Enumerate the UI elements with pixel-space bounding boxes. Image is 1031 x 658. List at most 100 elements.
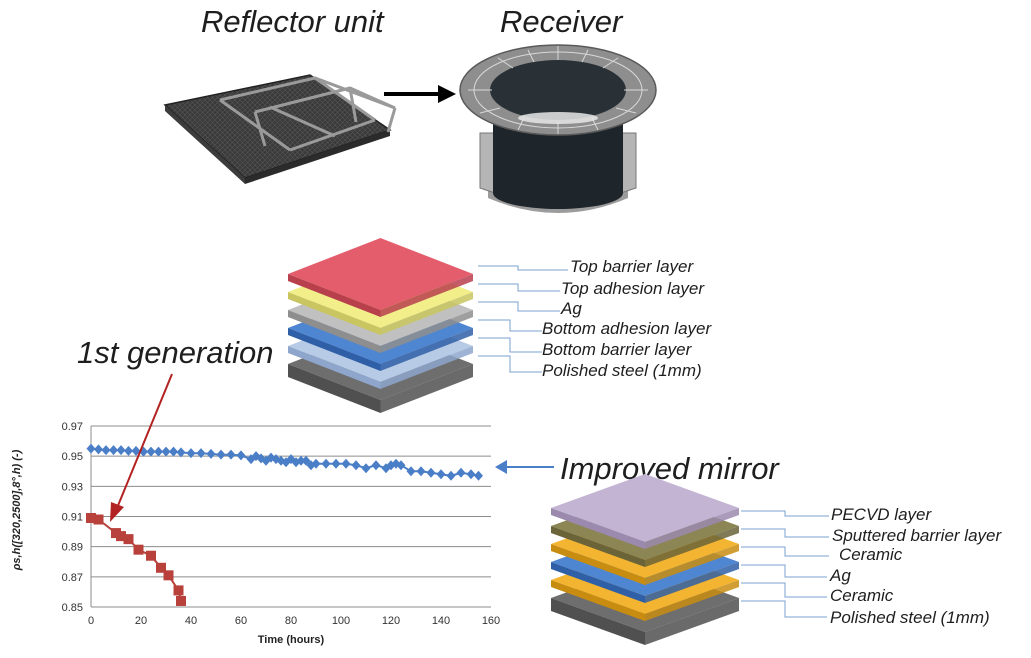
data-point [456, 467, 466, 478]
data-point [206, 448, 216, 459]
data-point [286, 454, 296, 465]
first-generation-arrow [110, 373, 173, 522]
x-tick-label: 160 [482, 615, 500, 627]
data-point [163, 570, 174, 581]
stack2-label-5: Polished steel (1mm) [830, 608, 990, 627]
improved-mirror-heading: Improved mirror [560, 451, 779, 486]
x-tick-label: 80 [285, 615, 297, 627]
data-point [396, 460, 406, 471]
x-tick-label: 100 [332, 615, 350, 627]
data-point [116, 445, 126, 456]
data-point [311, 458, 321, 469]
data-point [176, 447, 186, 458]
data-point [466, 469, 476, 480]
data-point [94, 444, 103, 455]
stack1-label-1: Top adhesion layer [561, 279, 705, 298]
data-point [341, 458, 351, 469]
data-point [86, 513, 96, 524]
data-point [216, 449, 226, 460]
data-point [146, 446, 156, 457]
data-point [123, 534, 134, 545]
receiver-illustration [459, 44, 657, 213]
y-tick-label: 0.89 [62, 542, 83, 554]
data-point [124, 445, 133, 456]
data-point [361, 463, 371, 474]
first-generation-heading: 1st generation [77, 335, 274, 370]
y-tick-label: 0.91 [62, 512, 83, 524]
data-point [133, 544, 144, 555]
series-0 [86, 443, 483, 481]
improved-mirror-layer-stack [551, 474, 739, 645]
y-tick-label: 0.95 [62, 451, 83, 463]
reflector-to-receiver-arrow [384, 85, 456, 103]
data-point [131, 445, 141, 456]
stack2-label-0: PECVD layer [831, 505, 932, 524]
x-tick-labels: 0 20 40 60 80 100 120 140 160 [88, 615, 500, 627]
data-point [371, 460, 381, 471]
data-point [109, 445, 118, 456]
x-tick-label: 20 [135, 615, 147, 627]
data-point [331, 458, 341, 469]
stack1-label-4: Bottom barrier layer [542, 340, 692, 359]
data-point [261, 455, 271, 466]
y-tick-label: 0.97 [62, 421, 83, 433]
data-point [116, 531, 126, 542]
data-point [226, 449, 236, 460]
data-point [406, 466, 416, 477]
data-point [154, 446, 163, 457]
y-tick-labels: 0.85 0.87 0.89 0.91 0.93 0.95 0.97 [62, 421, 83, 614]
data-point [176, 595, 186, 606]
data-point [474, 470, 483, 481]
data-point [169, 446, 178, 457]
data-point [139, 446, 148, 457]
stack1-label-2: Ag [561, 299, 582, 318]
x-tick-label: 60 [235, 615, 247, 627]
data-point [196, 448, 206, 459]
stack1-leader-lines [478, 265, 568, 373]
reflector-unit-heading: Reflector unit [201, 4, 384, 39]
x-tick-label: 40 [185, 615, 197, 627]
data-point [186, 448, 196, 459]
data-point [351, 460, 361, 471]
data-point [173, 585, 184, 596]
stack2-label-2: Ceramic [839, 545, 903, 564]
data-point [301, 455, 311, 466]
data-point [426, 467, 436, 478]
data-point [146, 550, 156, 561]
y-tick-label: 0.87 [62, 572, 83, 584]
first-generation-layer-stack [288, 238, 473, 413]
chart-series [86, 443, 483, 606]
data-point [321, 458, 331, 469]
data-point [416, 466, 426, 477]
y-axis-label: ρs,h([320,2500],8°,h) (-) [11, 449, 23, 571]
data-point [391, 458, 401, 469]
data-point [436, 469, 446, 480]
improved-mirror-arrow [495, 460, 554, 474]
x-tick-label: 0 [88, 615, 94, 627]
data-point [161, 446, 171, 457]
x-axis-label: Time (hours) [258, 634, 325, 646]
reflector-unit-illustration [163, 74, 397, 184]
data-point [101, 445, 111, 456]
series-1 [86, 513, 186, 606]
layer-0 [288, 238, 473, 317]
stack2-leader-lines [741, 510, 829, 618]
stack1-label-0: Top barrier layer [570, 257, 694, 276]
data-point [156, 562, 166, 573]
stack2-label-3: Ag [830, 566, 851, 585]
data-point [236, 450, 246, 461]
data-point [93, 514, 104, 525]
x-tick-label: 140 [432, 615, 450, 627]
x-tick-label: 120 [382, 615, 400, 627]
receiver-heading: Receiver [500, 4, 623, 39]
stack2-label-1: Sputtered barrier layer [832, 526, 1002, 545]
data-point [271, 454, 281, 465]
data-point [296, 455, 306, 466]
layer-0 [551, 474, 739, 549]
y-tick-label: 0.85 [62, 602, 83, 614]
stack1-label-3: Bottom adhesion layer [542, 319, 712, 338]
data-point [86, 443, 96, 454]
stack2-label-4: Ceramic [830, 586, 894, 605]
data-point [446, 470, 456, 481]
data-point [256, 453, 266, 464]
